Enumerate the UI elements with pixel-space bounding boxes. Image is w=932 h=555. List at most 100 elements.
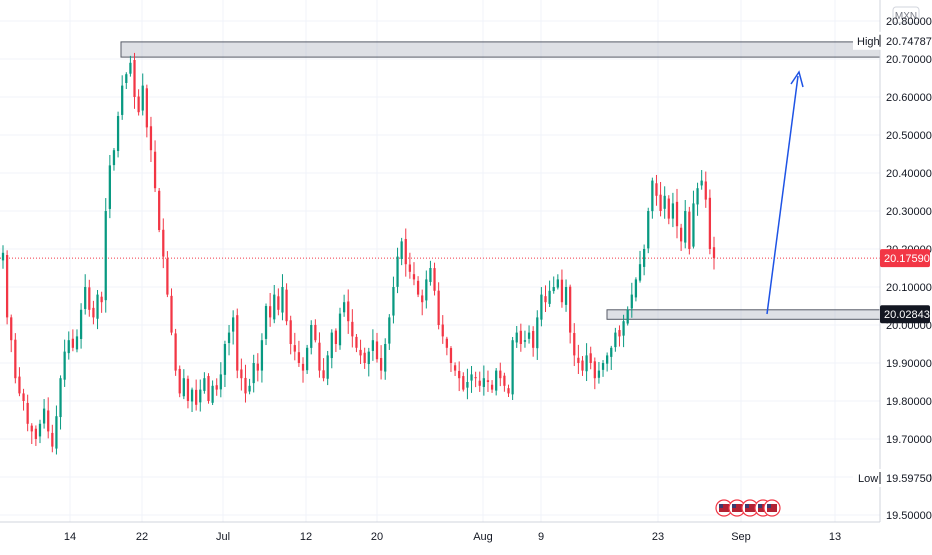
candle[interactable] [638, 250, 642, 283]
candle-body[interactable] [112, 150, 116, 166]
candle-body[interactable] [199, 389, 202, 403]
candle[interactable] [67, 331, 70, 360]
candle[interactable] [240, 358, 243, 391]
candle[interactable] [679, 223, 683, 251]
candle-body[interactable] [26, 402, 29, 424]
candle-body[interactable] [51, 432, 54, 447]
candle-body[interactable] [269, 306, 272, 318]
event-flag-icon[interactable] [763, 499, 781, 517]
candle-body[interactable] [638, 264, 642, 281]
candle-body[interactable] [59, 378, 62, 418]
candle[interactable] [14, 333, 17, 384]
candle[interactable] [421, 289, 424, 316]
candle[interactable] [548, 280, 551, 307]
candle-body[interactable] [42, 408, 46, 424]
candle[interactable] [392, 276, 395, 324]
candle[interactable] [355, 334, 358, 353]
candle-body[interactable] [88, 287, 91, 310]
candle[interactable] [79, 303, 83, 349]
candle-body[interactable] [482, 378, 485, 387]
candle-body[interactable] [195, 389, 198, 405]
candle[interactable] [507, 384, 510, 397]
candle[interactable] [178, 365, 181, 398]
candle-body[interactable] [606, 355, 609, 364]
support-level-tag[interactable]: 20.02843 [880, 305, 930, 324]
candle-body[interactable] [507, 388, 510, 394]
candle[interactable] [371, 329, 375, 361]
candle-body[interactable] [384, 344, 387, 372]
candle-body[interactable] [400, 241, 403, 259]
candle[interactable] [104, 198, 107, 313]
candle[interactable] [334, 328, 338, 353]
candle[interactable] [281, 274, 284, 321]
candle-body[interactable] [532, 330, 535, 348]
candle[interactable] [651, 177, 654, 219]
candle[interactable] [626, 306, 629, 326]
candle[interactable] [708, 189, 712, 255]
candle-body[interactable] [712, 247, 716, 259]
candle[interactable] [630, 282, 633, 318]
candle-body[interactable] [379, 358, 383, 371]
candle[interactable] [556, 274, 559, 290]
candle-body[interactable] [626, 309, 629, 324]
candle-body[interactable] [322, 370, 325, 379]
candle[interactable] [125, 72, 128, 89]
candle-body[interactable] [14, 339, 17, 379]
candle[interactable] [34, 425, 38, 446]
candle[interactable] [252, 354, 255, 393]
candle-body[interactable] [470, 374, 473, 381]
candle[interactable] [310, 320, 313, 355]
candle-body[interactable] [416, 280, 420, 295]
candle-body[interactable] [133, 60, 136, 97]
candle[interactable] [112, 148, 116, 171]
candle[interactable] [273, 284, 276, 324]
candle-body[interactable] [667, 198, 670, 219]
candle[interactable] [145, 84, 148, 138]
candle[interactable] [314, 319, 317, 343]
candle-body[interactable] [252, 363, 255, 384]
candle[interactable] [153, 140, 157, 193]
candle[interactable] [5, 250, 9, 325]
candle[interactable] [170, 288, 173, 336]
candle[interactable] [88, 279, 91, 317]
candle[interactable] [523, 330, 527, 348]
candle[interactable] [92, 300, 95, 325]
candle[interactable] [647, 207, 650, 254]
candle[interactable] [301, 357, 305, 383]
currency-badge[interactable]: MXN [892, 6, 920, 24]
candle-body[interactable] [478, 380, 481, 386]
candle[interactable] [564, 279, 568, 312]
candle-body[interactable] [38, 423, 42, 437]
candle-body[interactable] [655, 183, 658, 196]
candle[interactable] [289, 315, 292, 355]
candle[interactable] [643, 244, 646, 276]
candle-body[interactable] [75, 336, 79, 350]
candle-body[interactable] [363, 352, 366, 363]
candle-body[interactable] [273, 294, 276, 320]
candle[interactable] [593, 357, 596, 390]
candle-body[interactable] [351, 321, 354, 337]
candle[interactable] [297, 340, 301, 367]
candle[interactable] [458, 361, 461, 392]
candle-body[interactable] [79, 309, 83, 339]
candle-body[interactable] [663, 195, 666, 209]
candle-body[interactable] [396, 256, 399, 287]
candle-body[interactable] [421, 295, 424, 303]
candle-body[interactable] [692, 203, 695, 247]
candle-body[interactable] [347, 301, 350, 322]
candle-body[interactable] [548, 290, 551, 304]
candle[interactable] [96, 290, 99, 330]
candle[interactable] [59, 375, 62, 430]
candle[interactable] [396, 247, 399, 294]
candle[interactable] [445, 336, 448, 356]
candle-body[interactable] [462, 376, 465, 390]
candle[interactable] [519, 323, 522, 352]
candle[interactable] [486, 370, 490, 392]
candle[interactable] [236, 308, 239, 379]
candle-body[interactable] [153, 151, 157, 189]
candle-body[interactable] [1, 252, 5, 261]
candle[interactable] [71, 329, 74, 352]
candle[interactable] [601, 360, 605, 377]
candle-body[interactable] [277, 296, 280, 310]
